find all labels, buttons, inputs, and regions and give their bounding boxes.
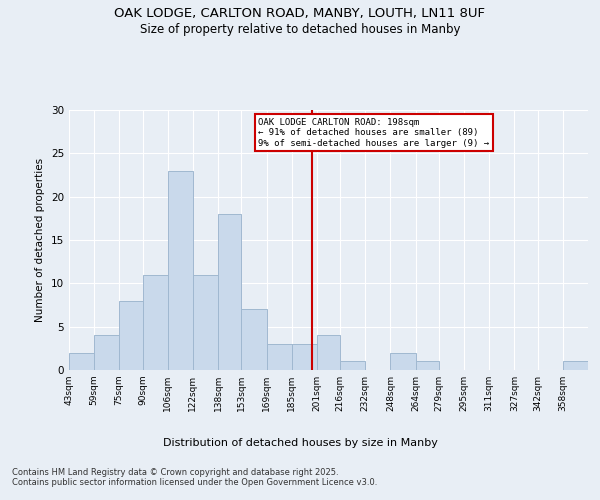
Bar [218, 214, 241, 370]
Bar [168, 170, 193, 370]
Text: Size of property relative to detached houses in Manby: Size of property relative to detached ho… [140, 22, 460, 36]
Bar [266, 344, 292, 370]
Bar [317, 336, 340, 370]
Bar [416, 362, 439, 370]
Bar [69, 352, 94, 370]
Text: Contains HM Land Registry data © Crown copyright and database right 2025.
Contai: Contains HM Land Registry data © Crown c… [12, 468, 377, 487]
Bar [94, 336, 119, 370]
Bar [340, 362, 365, 370]
Bar [292, 344, 317, 370]
Bar [119, 300, 143, 370]
Text: OAK LODGE CARLTON ROAD: 198sqm
← 91% of detached houses are smaller (89)
9% of s: OAK LODGE CARLTON ROAD: 198sqm ← 91% of … [259, 118, 490, 148]
Bar [241, 310, 266, 370]
Bar [391, 352, 416, 370]
Bar [143, 274, 168, 370]
Bar [563, 362, 588, 370]
Bar [193, 274, 218, 370]
Text: OAK LODGE, CARLTON ROAD, MANBY, LOUTH, LN11 8UF: OAK LODGE, CARLTON ROAD, MANBY, LOUTH, L… [115, 8, 485, 20]
Y-axis label: Number of detached properties: Number of detached properties [35, 158, 46, 322]
Text: Distribution of detached houses by size in Manby: Distribution of detached houses by size … [163, 438, 437, 448]
